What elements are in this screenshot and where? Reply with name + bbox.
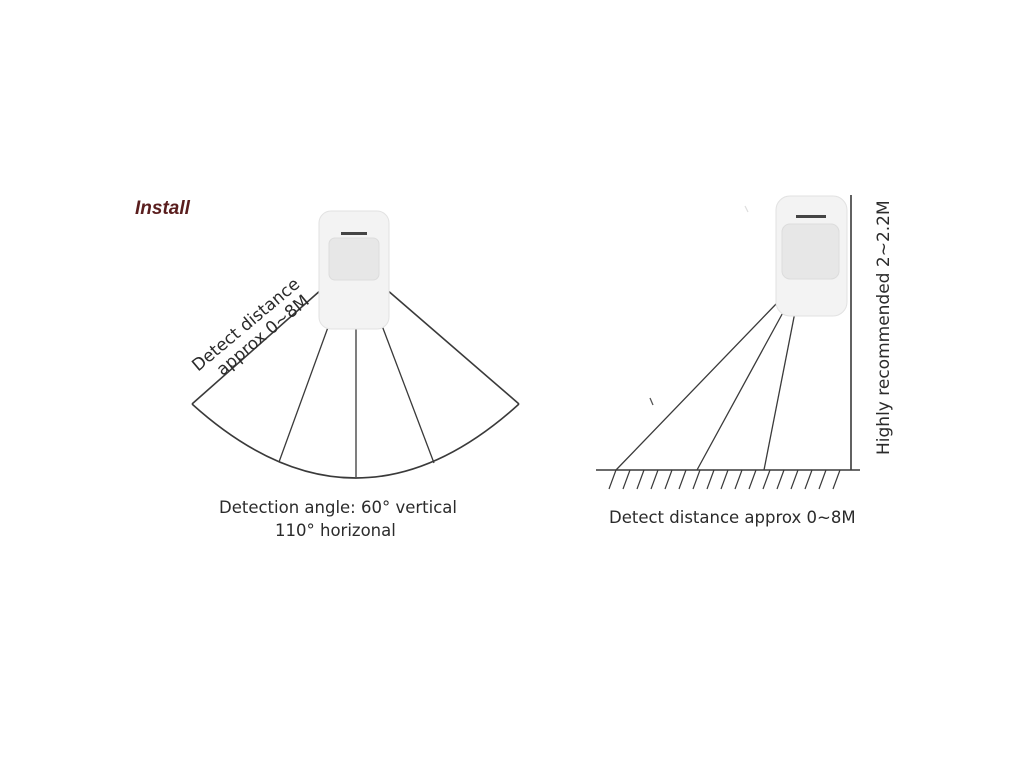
floor-hatching bbox=[608, 469, 841, 490]
pir-motion-sensor-icon bbox=[775, 195, 848, 317]
install-heading: Install bbox=[135, 198, 191, 219]
fan-left-edge bbox=[191, 288, 323, 405]
mounting-height-label: Highly recommended 2~2.2M bbox=[874, 200, 894, 455]
horizontal-angle-caption: 110° horizonal bbox=[275, 521, 396, 540]
front-view-panel: Detect distance approx 0~8M Detection an… bbox=[188, 210, 520, 540]
stray-mark bbox=[649, 397, 654, 406]
side-ray-2 bbox=[696, 306, 787, 471]
fan-right-edge bbox=[385, 288, 520, 405]
side-distance-caption: Detect distance approx 0~8M bbox=[609, 508, 856, 527]
detection-angle-caption: Detection angle: 60° vertical bbox=[219, 498, 457, 517]
fan-arc bbox=[191, 403, 520, 479]
side-ray-3 bbox=[763, 311, 796, 471]
distance-label: Detect distance approx 0~8M bbox=[188, 274, 313, 380]
side-view-panel: Highly recommended 2~2.2M Detect distanc… bbox=[596, 195, 894, 527]
side-ray-1 bbox=[615, 301, 779, 471]
side-detection-rays bbox=[615, 301, 796, 471]
pir-motion-sensor-icon bbox=[318, 210, 390, 330]
faint-mark bbox=[744, 205, 749, 213]
